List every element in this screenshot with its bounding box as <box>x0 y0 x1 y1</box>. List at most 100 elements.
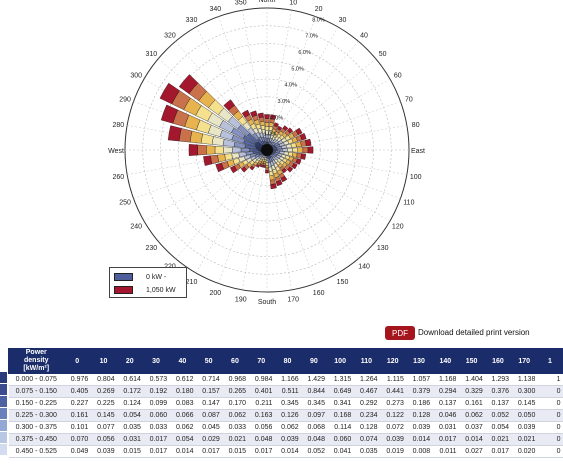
direction-column-header: 1 <box>536 348 563 374</box>
table-cell: 0.062 <box>458 409 485 422</box>
grid-ring <box>195 78 339 222</box>
row-color-swatch <box>0 444 7 455</box>
table-row: 0.450 - 0.525 0.049 0.039 0.015 0.017 0.014 0.… <box>8 445 563 458</box>
rose-bar-segment <box>295 127 303 136</box>
rose-grid <box>124 7 410 293</box>
rose-bar-segment <box>217 154 226 163</box>
rose-bar-segment <box>273 122 279 128</box>
rose-bar-segment <box>291 162 298 170</box>
rose-bar-segment <box>223 146 233 154</box>
rose-bar-segment <box>223 99 235 111</box>
table-cell: 0 <box>537 445 563 458</box>
pdf-download-button[interactable]: PDF <box>385 326 415 340</box>
rose-bar-segment <box>188 144 198 156</box>
table-cell: 1 <box>537 373 563 386</box>
direction-column-header: 10 <box>89 348 118 374</box>
table-cell: 0.056 <box>90 433 117 446</box>
rose-bar-segment <box>255 164 260 168</box>
table-cell: 0.017 <box>142 433 170 446</box>
table-cell: 0.017 <box>484 445 512 458</box>
rose-bar-segment <box>160 104 179 124</box>
download-print-version-link[interactable]: Download detailed print version <box>418 328 530 337</box>
table-cell: 0.124 <box>116 397 143 410</box>
direction-label: 160 <box>313 290 325 297</box>
rose-bar-segment <box>265 126 269 131</box>
table-cell: 0.062 <box>274 421 301 434</box>
table-cell: 0.161 <box>458 397 485 410</box>
rose-bar-segment <box>189 130 203 144</box>
table-cell: 0 <box>537 397 563 410</box>
pdf-label: PDF <box>392 328 408 338</box>
header-line: Power <box>25 349 47 356</box>
table-cell: 1.168 <box>432 373 459 386</box>
table-cell: 0.054 <box>116 409 143 422</box>
table-cell: 0.052 <box>300 445 327 458</box>
table-cell: 0.062 <box>169 421 196 434</box>
wind-rose-chart: 1.0% 2.0% 3.0% 4.0% 5.0% 6.0% 7.0% 8.0% North 10 2… <box>108 0 425 306</box>
table-cell: 0.041 <box>326 445 354 458</box>
rose-bar-segment <box>178 128 193 143</box>
table-cell: 0.048 <box>248 433 275 446</box>
table-cell: 0.128 <box>405 409 433 422</box>
table-cell: 0.614 <box>116 373 143 386</box>
rose-labels: 1.0% 2.0% 3.0% 4.0% 5.0% 6.0% 7.0% 8.0% North 10 2… <box>108 0 425 306</box>
table-cell: 0.269 <box>90 385 117 398</box>
table-cell: 0.077 <box>90 421 117 434</box>
table-cell: 0.126 <box>274 409 301 422</box>
table-cell: 0.039 <box>274 433 301 446</box>
table-cell: 0.172 <box>116 385 143 398</box>
direction-label: 280 <box>112 122 124 129</box>
row-color-swatch <box>0 408 7 419</box>
table-cell: 0.033 <box>221 421 249 434</box>
direction-label: 300 <box>130 73 142 80</box>
direction-label: 130 <box>377 245 389 252</box>
rose-bar-segment <box>280 175 288 183</box>
table-cell: 0.074 <box>353 433 380 446</box>
power-density-range-label: 0.075 - 0.150 <box>8 385 65 398</box>
radial-tick-label: 7.0% <box>305 34 318 40</box>
rose-bar-segment <box>240 166 247 173</box>
table-row: 0.075 - 0.150 0.405 0.269 0.172 0.192 0.180 0.… <box>8 385 563 398</box>
rose-bar-segment <box>265 170 269 174</box>
table-cell: 0.068 <box>300 421 327 434</box>
power-density-range-label: 0.150 - 0.225 <box>8 397 65 410</box>
direction-column-header: 140 <box>431 348 459 374</box>
rose-bar-segment <box>206 145 216 155</box>
table-cell: 0.968 <box>221 373 249 386</box>
table-cell: 0.048 <box>300 433 327 446</box>
table-cell: 0.033 <box>142 421 170 434</box>
table-cell: 1.404 <box>458 373 485 386</box>
direction-column-header: 20 <box>116 348 144 374</box>
table-row: 0.375 - 0.450 0.070 0.056 0.031 0.017 0.054 0.… <box>8 433 563 446</box>
direction-label: 290 <box>119 96 131 103</box>
direction-label: 80 <box>412 122 420 129</box>
power-density-range-label: 0.225 - 0.300 <box>8 409 65 422</box>
table-cell: 0.186 <box>405 397 433 410</box>
table-cell: 0.467 <box>353 385 380 398</box>
rose-bar-segment <box>277 148 283 152</box>
rose-bar-segment <box>260 125 266 131</box>
table-cell: 0.035 <box>353 445 380 458</box>
radial-tick-label: 3.0% <box>278 99 291 105</box>
direction-column-header: 170 <box>510 348 538 374</box>
row-color-swatch <box>0 396 7 407</box>
rose-bar-segment <box>214 145 224 155</box>
table-body: 0.000 - 0.075 0.976 0.804 0.614 0.573 0.612 0.… <box>8 373 563 458</box>
rose-bar-segment <box>307 146 314 154</box>
radial-tick-label: 5.0% <box>291 66 304 72</box>
table-cell: 0.021 <box>221 433 249 446</box>
direction-column-header: 70 <box>247 348 275 374</box>
table-cell: 0.192 <box>142 385 170 398</box>
direction-label: 50 <box>379 51 387 58</box>
direction-label: North <box>258 0 275 4</box>
legend-item-high: 1,050 kW <box>114 285 176 295</box>
power-density-range-label: 0.375 - 0.450 <box>8 433 65 446</box>
table-cell: 0.087 <box>195 409 222 422</box>
table-cell: 0.066 <box>169 409 196 422</box>
rose-bar-segment <box>262 165 266 168</box>
rose-bar-segment <box>200 133 214 145</box>
direction-label: 210 <box>186 279 198 286</box>
rose-bar-segment <box>299 133 307 141</box>
direction-label: 200 <box>210 290 222 297</box>
table-cell: 0.050 <box>511 409 538 422</box>
